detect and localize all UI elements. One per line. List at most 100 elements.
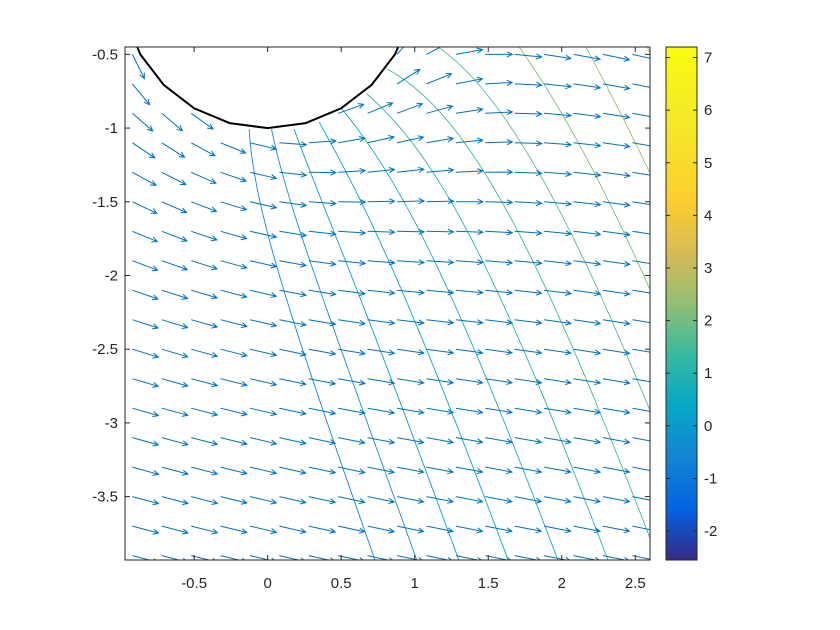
quiver-arrow-185 bbox=[455, 348, 484, 356]
quiver-arrow-270 bbox=[602, 496, 631, 504]
quiver-arrow-29 bbox=[161, 230, 189, 242]
quiver-arrow-193 bbox=[455, 106, 484, 114]
quiver-arrow-9 bbox=[132, 289, 159, 301]
quiver-arrow-188 bbox=[455, 259, 484, 266]
quiver-arrow-250 bbox=[573, 555, 600, 560]
quiver-arrow-8 bbox=[132, 319, 160, 330]
quiver-arrow-284 bbox=[602, 83, 631, 91]
quiver-arrow-214 bbox=[514, 555, 541, 560]
quiver-arrow-166 bbox=[426, 378, 455, 386]
y-tick-label: -2 bbox=[105, 267, 118, 284]
quiver-arrow-35 bbox=[191, 525, 219, 535]
colorbar bbox=[665, 46, 698, 561]
quiver-arrow-215 bbox=[514, 525, 543, 534]
quiver-arrow-56 bbox=[220, 378, 248, 387]
quiver-arrow-300 bbox=[632, 142, 650, 147]
quiver-arrow-299 bbox=[632, 171, 650, 176]
quiver-arrow-282 bbox=[602, 142, 631, 149]
quiver-arrow-53 bbox=[220, 466, 248, 476]
quiver-arrow-238 bbox=[544, 378, 572, 386]
quiver-arrow-268 bbox=[602, 555, 630, 560]
quiver-arrow-120 bbox=[338, 259, 367, 267]
quiver-arrow-6 bbox=[132, 378, 160, 388]
quiver-arrow-77 bbox=[249, 201, 278, 210]
quiver-arrow-70 bbox=[249, 407, 278, 417]
quiver-arrow-224 bbox=[514, 259, 543, 266]
quiver-arrow-242 bbox=[544, 260, 573, 267]
quiver-arrow-137 bbox=[367, 228, 396, 236]
quiver-arrow-298 bbox=[632, 201, 650, 206]
quiver-arrow-243 bbox=[544, 230, 573, 237]
x-tick-label: 1 bbox=[411, 575, 419, 592]
quiver-arrow-108 bbox=[308, 169, 337, 176]
quiver-arrow-142 bbox=[396, 555, 423, 560]
quiver-arrow-206 bbox=[485, 259, 514, 266]
quiver-arrow-5 bbox=[132, 407, 160, 418]
quiver-arrow-262 bbox=[573, 201, 602, 208]
contour-line-5 bbox=[366, 93, 609, 560]
quiver-arrow-254 bbox=[573, 437, 602, 445]
quiver-arrow-202 bbox=[485, 378, 514, 385]
quiver-arrow-182 bbox=[455, 437, 484, 445]
colorbar-tick-label: 3 bbox=[704, 260, 712, 277]
quiver-arrow-181 bbox=[455, 466, 484, 475]
quiver-arrow-7 bbox=[132, 348, 160, 359]
quiver-arrow-43 bbox=[191, 289, 219, 300]
quiver-arrow-68 bbox=[249, 466, 278, 476]
quiver-arrow-279 bbox=[602, 230, 631, 238]
quiver-arrow-223 bbox=[514, 289, 543, 296]
quiver-arrow-204 bbox=[485, 319, 514, 326]
quiver-arrow-288 bbox=[632, 496, 650, 501]
quiver-arrow-71 bbox=[249, 378, 278, 387]
quiver-arrow-146 bbox=[397, 437, 425, 445]
quiver-arrow-75 bbox=[249, 260, 278, 269]
quiver-arrow-227 bbox=[514, 170, 543, 177]
quiver-arrow-91 bbox=[279, 230, 308, 238]
axes-frame bbox=[124, 46, 651, 561]
quiver-arrow-162 bbox=[426, 496, 455, 504]
quiver-arrow-176 bbox=[426, 72, 453, 85]
colorbar-tick-label: 1 bbox=[704, 365, 712, 382]
quiver-arrow-209 bbox=[485, 169, 514, 176]
quiver-arrow-269 bbox=[602, 525, 631, 534]
quiver-arrow-58 bbox=[220, 319, 248, 329]
quiver-arrow-11 bbox=[132, 230, 159, 243]
quiver-arrow-271 bbox=[602, 466, 631, 475]
quiver-arrow-180 bbox=[455, 496, 484, 504]
y-tick-label: -0.5 bbox=[92, 46, 118, 63]
quiver-arrow-261 bbox=[573, 230, 602, 237]
y-tick-label: -3.5 bbox=[92, 489, 118, 506]
quiver-arrow-160 bbox=[426, 555, 453, 560]
quiver-arrow-113 bbox=[338, 466, 366, 475]
quiver-arrow-102 bbox=[308, 348, 337, 357]
quiver-arrow-154 bbox=[397, 198, 426, 205]
quiver-arrow-290 bbox=[632, 437, 650, 442]
contour-line-8 bbox=[518, 47, 650, 290]
quiver-arrow-211 bbox=[485, 109, 514, 116]
quiver-arrow-80 bbox=[279, 555, 305, 560]
quiver-arrow-38 bbox=[191, 437, 219, 447]
quiver-arrow-241 bbox=[544, 289, 573, 296]
quiver-arrow-30 bbox=[161, 201, 188, 214]
quiver-arrow-59 bbox=[220, 289, 248, 299]
quiver-arrow-272 bbox=[602, 437, 631, 445]
quiver-arrow-260 bbox=[573, 260, 602, 267]
quiver-arrow-280 bbox=[602, 201, 631, 208]
quiver-arrow-218 bbox=[514, 437, 543, 445]
quiver-arrow-207 bbox=[485, 229, 514, 236]
quiver-arrow-28 bbox=[161, 260, 189, 271]
colorbar-tick-label: 2 bbox=[704, 313, 712, 330]
quiver-arrow-57 bbox=[220, 348, 248, 358]
colorbar-tick-label: 5 bbox=[704, 155, 712, 172]
quiver-arrow-157 bbox=[396, 102, 424, 114]
quiver-arrow-26 bbox=[161, 319, 189, 329]
y-tick-label: -1 bbox=[105, 120, 118, 137]
quiver-arrow-172 bbox=[426, 198, 455, 205]
quiver-arrow-151 bbox=[397, 289, 426, 296]
axes-background bbox=[125, 47, 650, 560]
quiver-arrow-265 bbox=[573, 112, 602, 120]
quiver-arrow-76 bbox=[249, 230, 278, 239]
quiver-arrow-237 bbox=[544, 407, 572, 415]
quiver-arrow-194 bbox=[455, 76, 484, 85]
quiver-arrow-158 bbox=[396, 68, 421, 85]
